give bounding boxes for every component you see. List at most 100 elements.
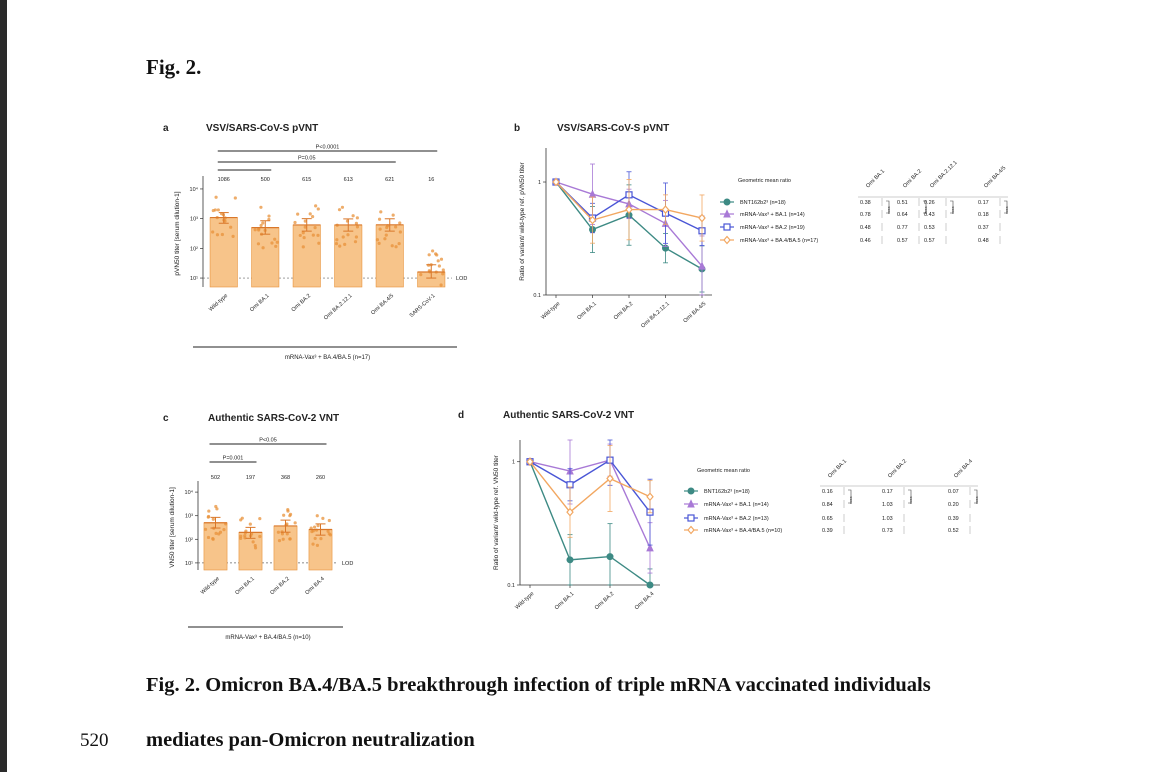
panel-d-table-col-0: Omi BA.1: [827, 459, 848, 480]
panel-a-dot-3-3: [340, 205, 345, 209]
panel-a-ylabel: pVN50 titer [serum dilution-1]: [174, 191, 181, 275]
panel-d-legend-label-1: mRNA-Vax³ + BA.1 (n=14): [704, 502, 769, 508]
panel-d-title: Authentic SARS-CoV-2 VNT: [503, 410, 634, 421]
panel-c-dot-3-6: [315, 514, 319, 518]
panel-a-dot-4-9: [384, 233, 388, 237]
panel-a-dot-1-2: [259, 223, 263, 228]
panel-d-table-cell-0-0: 0.16: [822, 489, 833, 495]
panel-d-table-col-1: Omi BA.2: [887, 459, 908, 480]
panel-b-table-cell-2-0: 0.48: [860, 225, 871, 231]
panel-a-xtick-label-1: Omi BA.1: [249, 293, 271, 313]
panel-a-dot-5-7: [439, 257, 444, 261]
panel-a-dot-3-10: [354, 221, 359, 225]
panel-a-dot-2-14: [303, 219, 307, 223]
panel-a-dot-0-5: [229, 225, 233, 229]
panel-b-point-3-4: [698, 213, 706, 223]
panel-c-dot-0-7: [211, 537, 215, 541]
panel-a-dot-4-11: [377, 241, 381, 245]
panel-d-point-3-2: [606, 474, 614, 483]
panel-d-sig-bracket-2: [974, 489, 978, 504]
panel-d-series-line-2: [529, 459, 651, 513]
panel-c-ytick-label-3: 10⁴: [185, 489, 194, 496]
panel-a-bar-4: [375, 224, 404, 288]
figure-label: Fig. 2.: [146, 55, 202, 79]
panel-a-dot-4-14: [385, 225, 389, 230]
panel-a-xtick-label-2: Omi BA.2: [291, 293, 313, 313]
panel-a-dot-5-1: [439, 283, 443, 287]
panel-a-dot-2-12: [316, 233, 320, 237]
panel-b-sig-bracket-0: [886, 200, 890, 214]
panel-b-table-cell-2-3: 0.37: [978, 225, 989, 231]
panel-b-point-3-1: [588, 215, 597, 225]
panel-a-dot-2-5: [316, 207, 320, 211]
panel-d-table-cell-1-2: 0.20: [948, 502, 959, 508]
panel-a-bracket-label-0: P<0.0001: [316, 145, 340, 151]
panel-a-dot-3-14: [343, 242, 347, 246]
panel-b-legend-marker-1: [723, 209, 731, 218]
panel-b-table-cell-0-0: 0.38: [860, 200, 871, 206]
panel-c-xtick-label-0: Wild-type: [200, 576, 221, 596]
caption-line-1: Fig. 2. Omicron BA.4/BA.5 breakthrough i…: [146, 674, 931, 696]
panel-a-dot-0-15: [216, 208, 220, 212]
panel-c-dot-1-14: [258, 517, 262, 521]
panel-a-title: VSV/SARS-CoV-S pVNT: [206, 123, 318, 134]
panel-b-table-title: Geometric mean ratio: [738, 178, 791, 184]
panel-b-table-cell-0-2: 0.26: [924, 200, 935, 206]
panel-a-dot-3-0: [355, 225, 360, 229]
panel-a-dot-3-4: [338, 244, 342, 248]
panel-c-dot-1-15: [258, 534, 262, 539]
panel-b-sig-stars-2: ****: [952, 206, 958, 214]
panel-b-sig-stars-1: ****: [925, 206, 931, 214]
panel-a-xtick-label-3: Omi BA.2.12.1: [323, 293, 354, 321]
panel-d-ytick-label-1: 1: [512, 460, 515, 466]
panel-d-sig-stars-2: ****: [976, 496, 982, 504]
panel-a-value-label-1: 500: [261, 177, 270, 183]
panel-a-value-label-3: 613: [344, 177, 353, 183]
panel-b-table-cell-3-0: 0.46: [860, 238, 871, 244]
panel-a-dot-4-6: [394, 225, 398, 229]
panel-a-dot-1-9: [267, 214, 271, 218]
panel-c-dot-2-13: [281, 537, 285, 541]
panel-a-dot-4-1: [375, 238, 380, 242]
panel-c-ylabel: VN50 titer [serum dilution-1]: [169, 487, 176, 568]
panel-d-table-cell-2-1: 1.03: [882, 516, 893, 522]
panel-c-dot-3-14: [319, 537, 323, 541]
panel-a-xtick-label-0: Wild-type: [208, 293, 229, 313]
panel-d-legend-marker-0: [687, 487, 695, 495]
panel-b-legend-marker-3: [723, 235, 731, 245]
panel-a-dot-1-3: [270, 241, 274, 245]
panel-a-dot-4-15: [398, 221, 402, 225]
panel-b-ytick-label-0: 0.1: [533, 293, 541, 299]
panel-d-table-cell-2-2: 0.39: [948, 516, 959, 522]
panel-a-value-label-4: 621: [385, 177, 394, 183]
panel-d-letter: d: [458, 410, 464, 421]
panel-a-dot-0-12: [220, 232, 224, 237]
panel-b-xtick-label-2: Omi BA.2: [613, 301, 635, 321]
panel-d-legend-label-2: mRNA-Vax³ + BA.2 (n=13): [704, 516, 769, 522]
panel-b-point-3-3: [661, 205, 670, 215]
panel-c-dot-0-15: [206, 535, 211, 540]
panel-b-sig-bracket-3: [1004, 200, 1008, 214]
panel-a-dot-0-13: [214, 195, 218, 199]
panel-a-dot-2-15: [317, 241, 321, 245]
panel-d-table-title: Geometric mean ratio: [697, 468, 750, 474]
panel-d-point-3-1: [566, 507, 574, 517]
panel-b-legend-marker-2: [723, 223, 731, 231]
panel-d-table-cell-3-0: 0.39: [822, 528, 833, 534]
caption-line-2: mediates pan-Omicron neutralization: [146, 729, 475, 751]
panel-d-sig-stars-1: ****: [910, 496, 916, 504]
panel-b-legend-label-3: mRNA-Vax³ + BA.4/BA.5 (n=17): [740, 238, 818, 244]
panel-d-table-cell-0-2: 0.07: [948, 489, 959, 495]
panel-b-table-cell-3-3: 0.48: [978, 238, 989, 244]
panel-a-dot-2-11: [310, 215, 315, 219]
panel-d-point-0-1: [566, 556, 574, 564]
panel-a-dot-5-11: [431, 249, 435, 253]
panel-a-dot-3-15: [341, 235, 345, 239]
panel-d-point-1-3: [646, 543, 654, 552]
panel-a-dot-4-10: [397, 242, 401, 246]
panel-a-dot-5-10: [419, 273, 423, 277]
panel-a-dot-3-13: [346, 233, 350, 237]
panel-a-bar-2: [292, 224, 321, 288]
panel-c-dot-3-9: [328, 533, 333, 537]
panel-c-dot-0-4: [214, 531, 218, 535]
